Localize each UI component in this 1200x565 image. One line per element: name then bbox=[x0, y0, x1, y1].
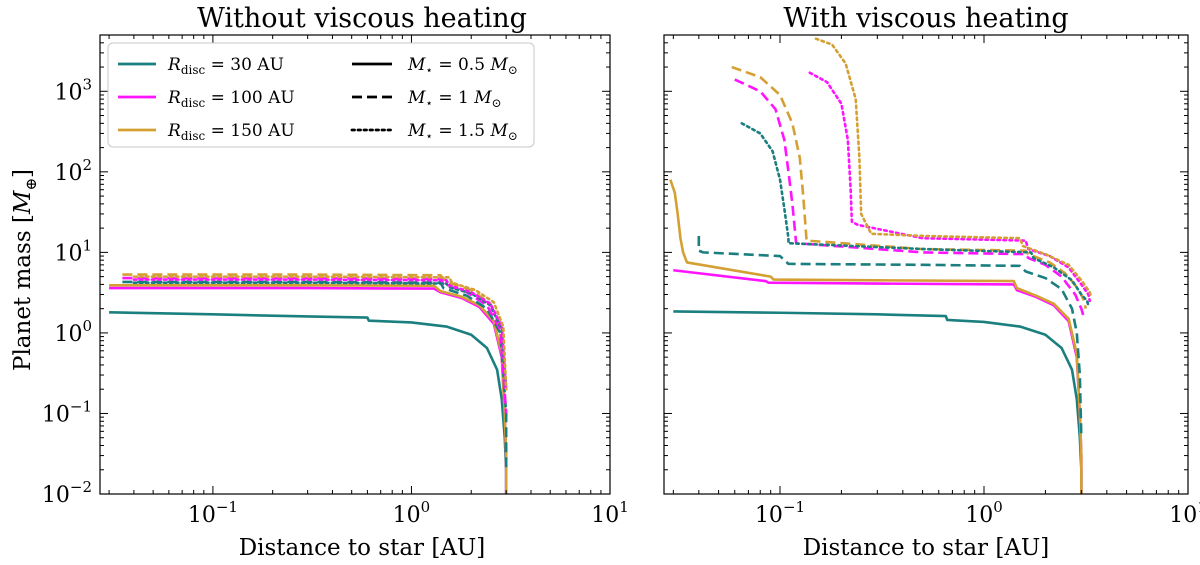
legend-label: Rdisc = 100 AU bbox=[167, 88, 295, 110]
series-line bbox=[132, 281, 508, 391]
series-line bbox=[109, 286, 508, 494]
y-axis-label: Planet mass [M⊕] bbox=[10, 169, 40, 371]
series-line bbox=[673, 268, 1083, 494]
legend-item: M⋆ = 1.5 M⊙ bbox=[350, 121, 518, 143]
x-tick-label: 10−1 bbox=[755, 498, 805, 528]
x-axis-label: Distance to star [AU] bbox=[803, 535, 1050, 561]
series-line bbox=[673, 310, 1083, 494]
y-tick-label: 103 bbox=[54, 75, 92, 105]
x-tick-label: 100 bbox=[965, 498, 1003, 528]
panel-without-viscous-heating: Without viscous heating 10−1 100 10110−210… bbox=[42, 3, 629, 561]
panel-title: Without viscous heating bbox=[197, 3, 527, 34]
y-tick-label: 10−2 bbox=[42, 478, 92, 508]
legend-item: M⋆ = 0.5 M⊙ bbox=[352, 55, 518, 77]
legend-item: Rdisc = 150 AU bbox=[118, 121, 295, 143]
legend-item: Rdisc = 100 AU bbox=[118, 88, 295, 110]
series-line bbox=[122, 273, 508, 390]
series-line bbox=[132, 275, 508, 391]
legend-label: M⋆ = 1 M⊙ bbox=[407, 88, 502, 110]
axes-frame bbox=[99, 34, 611, 495]
x-tick-label: 10−1 bbox=[188, 498, 238, 528]
legend-star-entries: M⋆ = 0.5 M⊙ M⋆ = 1 M⊙ M⋆ = 1.5 M⊙ bbox=[350, 55, 518, 143]
axis-ticks: 10−1 100 101 10−2 10−1 100 101 102 103 bbox=[42, 34, 629, 528]
x-tick-label: 100 bbox=[393, 498, 431, 528]
legend-item: M⋆ = 1 M⊙ bbox=[352, 88, 502, 110]
series-line bbox=[109, 311, 508, 494]
y-tick-label: 101 bbox=[54, 236, 92, 266]
legend-box bbox=[107, 42, 535, 148]
series-line bbox=[734, 78, 1086, 320]
y-tick-label: 102 bbox=[54, 156, 92, 186]
series-line bbox=[669, 179, 1083, 494]
x-tick-label: 101 bbox=[591, 498, 629, 528]
series-line bbox=[740, 122, 1090, 307]
series-line bbox=[122, 280, 508, 470]
panel-title: With viscous heating bbox=[783, 3, 1068, 34]
legend: Rdisc = 30 AU Rdisc = 100 AU Rdisc = 150 A… bbox=[107, 42, 535, 148]
axis-ticks: 10−1 100 101 bbox=[664, 34, 1200, 528]
y-tick-label: 10−1 bbox=[42, 397, 92, 427]
series-line bbox=[808, 71, 1092, 303]
axes-frame bbox=[663, 34, 1189, 495]
legend-disc-entries: Rdisc = 30 AU Rdisc = 100 AU Rdisc = 150 A… bbox=[118, 55, 295, 143]
legend-item: Rdisc = 30 AU bbox=[118, 55, 284, 77]
x-axis-label: Distance to star [AU] bbox=[239, 535, 486, 561]
legend-label: Rdisc = 30 AU bbox=[167, 55, 284, 77]
legend-label: Rdisc = 150 AU bbox=[167, 121, 295, 143]
series-line bbox=[697, 235, 1083, 438]
series-line bbox=[132, 278, 508, 391]
plot-area bbox=[109, 273, 508, 494]
panel-with-viscous-heating: With viscous heating 10−1 100 101 Distance… bbox=[663, 3, 1200, 561]
x-tick-label: 101 bbox=[1169, 498, 1200, 528]
series-line bbox=[122, 276, 508, 414]
series-line bbox=[814, 37, 1093, 299]
plot-area bbox=[669, 37, 1093, 494]
y-tick-label: 100 bbox=[54, 317, 92, 347]
legend-label: M⋆ = 0.5 M⊙ bbox=[407, 55, 518, 77]
legend-label: M⋆ = 1.5 M⊙ bbox=[407, 121, 518, 143]
